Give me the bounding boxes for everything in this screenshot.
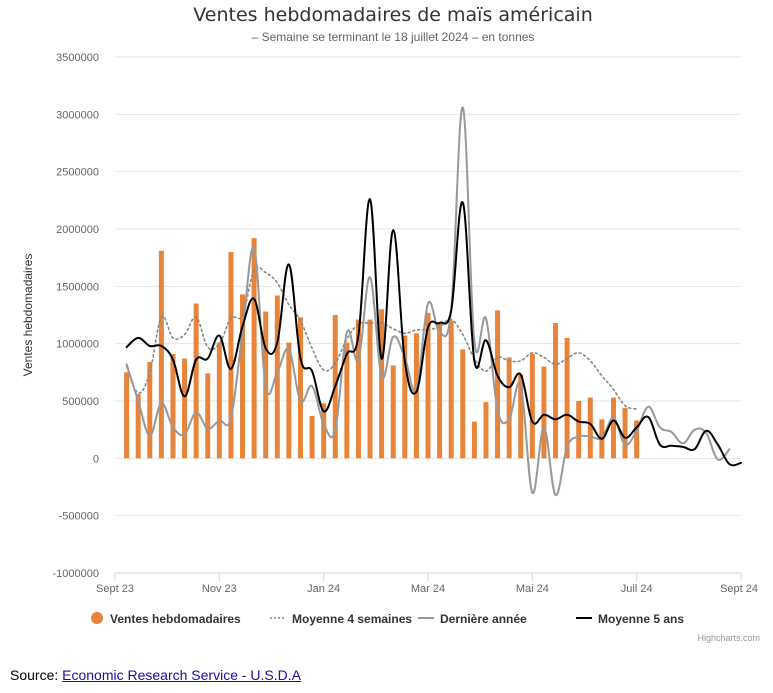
bar-ventes [147, 362, 153, 459]
bar-ventes [216, 342, 222, 459]
bar-ventes [274, 295, 280, 459]
bar-ventes [390, 365, 396, 459]
y-tick-label: 2000000 [56, 224, 99, 236]
bar-ventes [297, 317, 303, 459]
bar-ventes [158, 250, 164, 459]
line-series [125, 106, 742, 497]
bar-ventes [576, 401, 582, 459]
y-tick-label: 1000000 [56, 339, 99, 351]
bar-ventes [587, 397, 593, 459]
bar-ventes [425, 312, 431, 459]
bar-ventes [135, 394, 141, 459]
bar-ventes [460, 349, 466, 459]
legend-label: Dernière année [440, 612, 527, 626]
bar-ventes [170, 353, 176, 459]
x-tick-label: Sept 23 [96, 583, 134, 595]
bar-ventes [564, 337, 570, 459]
bar-ventes [205, 373, 211, 459]
legend-label: Moyenne 5 ans [598, 612, 684, 626]
bar-ventes [251, 238, 257, 459]
bar-ventes [321, 403, 327, 459]
bar-ventes [529, 353, 535, 459]
bar-ventes [240, 294, 246, 459]
legend[interactable]: Ventes hebdomadaires Moyenne 4 semaines De… [91, 612, 684, 626]
bar-ventes [541, 366, 547, 459]
y-tick-label: 2500000 [56, 167, 99, 179]
bar-ventes [437, 321, 443, 459]
legend-label: Moyenne 4 semaines [292, 612, 412, 626]
bar-ventes [344, 342, 350, 459]
chart-subtitle: – Semaine se terminant le 18 juillet 202… [252, 30, 535, 44]
y-tick-labels: -1000000 -500000 0 500000 1000000 1500000 2000… [53, 52, 100, 580]
y-tick-label: -500000 [59, 511, 99, 523]
x-tick-label: Nov 23 [202, 583, 237, 595]
legend-item[interactable]: Moyenne 4 semaines [270, 612, 412, 626]
bar-ventes [367, 319, 373, 459]
y-tick-label: -1000000 [53, 568, 100, 580]
legend-item[interactable]: Dernière année [418, 612, 527, 626]
bar-ventes [413, 333, 419, 459]
chart-container: Ventes hebdomadaires de maïs américain –… [21, 4, 760, 643]
legend-symbol-circle [91, 612, 103, 624]
bar-ventes [622, 407, 628, 459]
x-axis: Sept 23 Nov 23 Jan 24 Mar 24 Mai 24 Juil 24 Se… [96, 572, 758, 595]
bar-ventes [471, 421, 477, 459]
x-tick-label: Mai 24 [516, 583, 549, 595]
y-tick-label: 3500000 [56, 52, 99, 64]
bar-ventes [634, 420, 640, 459]
bar-ventes [402, 335, 408, 459]
y-tick-label: 1500000 [56, 281, 99, 293]
bar-ventes [483, 402, 489, 459]
y-axis-label: Ventes hebdomadaires [21, 254, 35, 377]
bar-ventes [610, 397, 616, 459]
bar-ventes [182, 358, 188, 459]
line-moyenne-5-ans [125, 198, 742, 467]
bar-ventes [518, 374, 524, 459]
x-tick-label: Mar 24 [411, 583, 445, 595]
x-tick-label: Sept 24 [720, 583, 758, 595]
source-prefix: Source: [10, 667, 63, 683]
bar-ventes [193, 303, 199, 459]
bar-series [124, 238, 640, 459]
bar-ventes [286, 342, 292, 459]
bar-ventes [448, 320, 454, 459]
bar-ventes [228, 251, 234, 459]
chart-title: Ventes hebdomadaires de maïs américain [193, 4, 592, 26]
x-tick-label: Juil 24 [621, 583, 653, 595]
bar-ventes [553, 323, 559, 459]
x-tick-label: Jan 24 [307, 583, 340, 595]
bar-ventes [495, 310, 501, 459]
y-tick-label: 3000000 [56, 109, 99, 121]
y-tick-label: 500000 [62, 396, 99, 408]
credits-link[interactable]: Highcharts.com [697, 633, 760, 643]
bar-ventes [124, 372, 130, 459]
bar-ventes [355, 319, 361, 459]
chart-svg: Ventes hebdomadaires de maïs américain –… [21, 4, 760, 643]
line-derniere-annee [125, 106, 731, 497]
legend-item[interactable]: Moyenne 5 ans [576, 612, 684, 626]
bar-ventes [309, 415, 315, 459]
source-link[interactable]: Economic Research Service - U.S.D.A [62, 667, 301, 683]
bar-ventes [506, 357, 512, 459]
y-tick-label: 0 [93, 453, 99, 465]
legend-label: Ventes hebdomadaires [110, 612, 241, 626]
source-line: Source: Economic Research Service - U.S.… [10, 667, 301, 683]
legend-item[interactable]: Ventes hebdomadaires [91, 612, 241, 626]
bar-ventes [379, 309, 385, 459]
